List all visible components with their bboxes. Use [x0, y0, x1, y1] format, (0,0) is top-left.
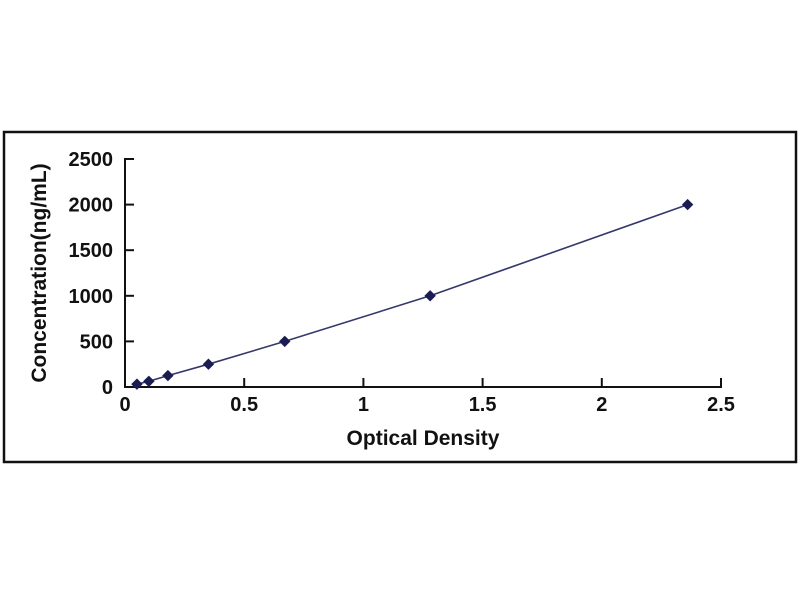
data-point-marker [131, 378, 143, 390]
plot-frame-border [2, 130, 798, 464]
y-tick-label: 1500 [69, 240, 114, 262]
x-tick-label: 2 [596, 394, 607, 416]
series-layer [131, 198, 694, 390]
y-tick-label: 0 [102, 377, 113, 399]
x-tick-label: 2.5 [707, 394, 735, 416]
x-tick-label: 0.5 [230, 394, 258, 416]
axes-layer: 0 500 1000 1500 2000 2500 0 0.5 1 1.5 2 2.5 [69, 149, 735, 416]
y-tick-label: 2000 [69, 195, 114, 217]
x-tick-label: 1.5 [469, 394, 497, 416]
data-point-marker [143, 375, 155, 388]
x-axis-title: Optical Density [347, 427, 500, 450]
y-tick-label: 2500 [69, 149, 114, 171]
axis-lines [124, 158, 722, 388]
data-point-marker [162, 369, 174, 382]
y-tick-label: 1000 [69, 286, 114, 308]
y-axis-title: Concentration(ng/mL) [28, 163, 51, 382]
data-point-marker [279, 335, 291, 348]
data-point-marker [681, 198, 694, 211]
chart-frame [2, 130, 798, 464]
data-point-marker [424, 290, 436, 302]
data-point-marker [202, 358, 215, 370]
standard-curve-line [136, 203, 688, 385]
y-tick-label: 500 [80, 331, 113, 353]
x-tick-label: 0 [119, 394, 130, 416]
x-tick-label: 1 [358, 394, 369, 416]
